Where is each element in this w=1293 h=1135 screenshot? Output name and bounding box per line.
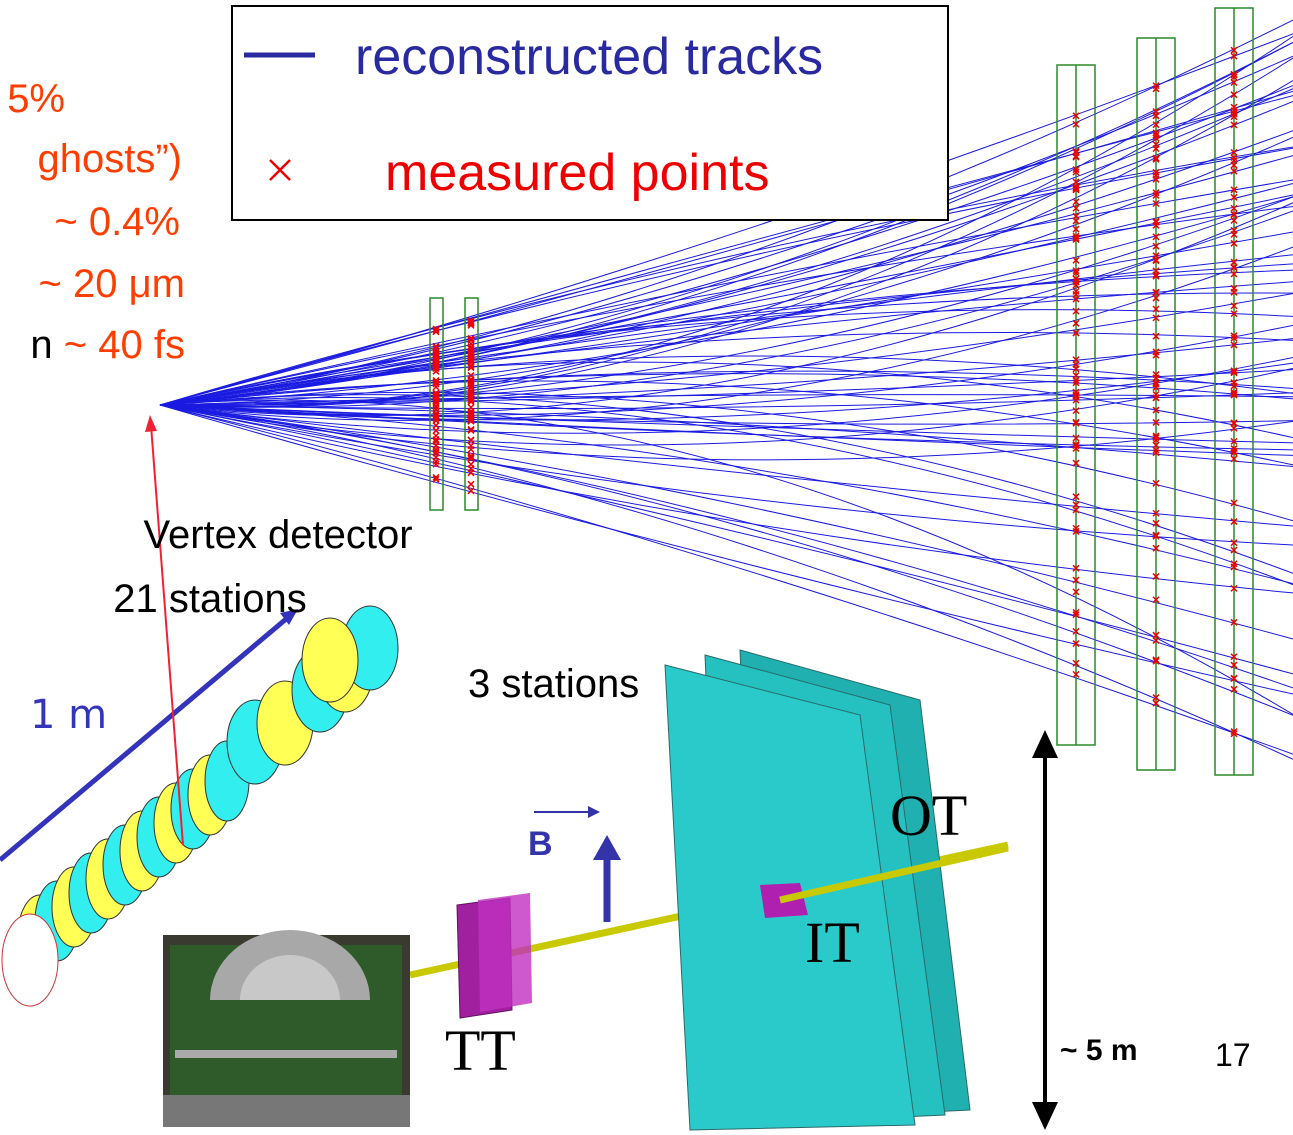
hit	[468, 461, 474, 467]
velo-disk	[2, 914, 58, 1006]
note: ghosts”)	[38, 137, 183, 181]
label: 1 m	[30, 692, 107, 738]
tt-station	[478, 893, 532, 1012]
note: ~ 20 μm	[39, 262, 185, 306]
page-number: 17	[1215, 1037, 1251, 1073]
module-photo	[163, 930, 410, 1127]
hit	[468, 443, 474, 449]
slide: reconstructed tracks measured points 5% …	[0, 0, 1293, 1135]
note: ~ 0.4%	[54, 200, 180, 244]
note: ~ 40 fs	[64, 323, 185, 367]
label: 21 stations	[113, 577, 306, 621]
legend-label: measured points	[385, 144, 769, 202]
label: Vertex detector	[143, 513, 412, 557]
arrowhead	[1032, 730, 1058, 758]
pointer	[151, 425, 183, 845]
arrowhead	[145, 415, 157, 432]
hit	[468, 437, 474, 443]
note: 5%	[7, 77, 65, 121]
label: OT	[890, 783, 967, 848]
arrowhead	[1032, 1102, 1058, 1130]
note-prefix: n	[30, 323, 52, 367]
arrowhead	[588, 806, 600, 818]
label: ~ 5 m	[1060, 1034, 1138, 1067]
hit	[468, 481, 474, 487]
hit	[433, 433, 439, 439]
label: 3 stations	[468, 662, 639, 706]
label: B	[528, 825, 553, 863]
label: TT	[445, 1018, 516, 1083]
legend-label: reconstructed tracks	[355, 28, 823, 86]
note: n ~ 40 fs	[30, 323, 185, 367]
label: IT	[805, 910, 860, 975]
velo-disk	[302, 618, 358, 702]
arrowhead	[593, 835, 621, 860]
